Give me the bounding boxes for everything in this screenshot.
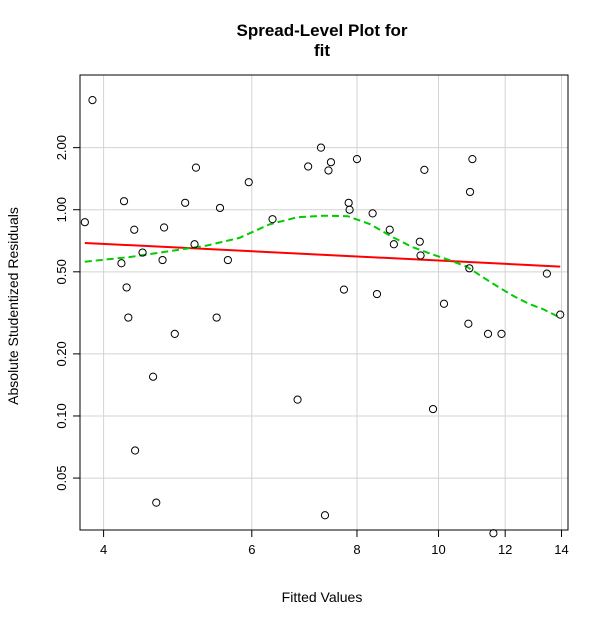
y-tick-label: 0.50 bbox=[54, 259, 69, 284]
data-point bbox=[122, 283, 131, 292]
plot-frame bbox=[79, 74, 569, 531]
data-point bbox=[170, 329, 179, 339]
data-point bbox=[138, 248, 147, 257]
data-point bbox=[339, 285, 349, 294]
x-axis: 4 6 8 10 12 14 bbox=[100, 529, 569, 557]
data-point bbox=[468, 154, 477, 164]
data-point bbox=[556, 310, 565, 319]
data-point bbox=[439, 299, 449, 308]
y-tick-label: 0.05 bbox=[54, 465, 69, 490]
data-point bbox=[212, 313, 221, 322]
chart-title-line2: fit bbox=[314, 41, 330, 60]
y-tick-label: 0.20 bbox=[54, 341, 69, 366]
data-point bbox=[244, 178, 253, 187]
x-tick-label: 8 bbox=[353, 542, 360, 557]
data-point bbox=[483, 329, 493, 339]
data-point bbox=[416, 251, 425, 260]
data-point bbox=[464, 319, 473, 328]
y-tick-label: 1.00 bbox=[54, 197, 69, 222]
x-tick-label: 4 bbox=[100, 542, 107, 557]
smooth-line bbox=[84, 214, 561, 319]
data-point bbox=[152, 498, 161, 507]
data-point bbox=[385, 225, 394, 234]
data-point bbox=[352, 154, 362, 164]
data-point bbox=[344, 198, 353, 207]
data-point bbox=[489, 529, 498, 538]
data-point bbox=[304, 162, 313, 171]
data-point bbox=[268, 215, 277, 224]
data-point bbox=[148, 372, 158, 381]
data-point bbox=[124, 313, 133, 322]
data-point bbox=[181, 198, 190, 207]
data-point bbox=[345, 205, 354, 214]
data-point bbox=[465, 264, 474, 273]
data-point bbox=[326, 158, 336, 167]
y-tick-label: 2.00 bbox=[54, 135, 69, 160]
x-axis-label: Fitted Values bbox=[282, 589, 363, 605]
x-tick-label: 14 bbox=[554, 542, 568, 557]
x-tick-label: 12 bbox=[498, 542, 512, 557]
fit-lines bbox=[84, 214, 561, 319]
data-point bbox=[80, 218, 89, 227]
data-point bbox=[293, 395, 302, 404]
data-point bbox=[324, 166, 333, 175]
data-point bbox=[316, 143, 326, 152]
data-point bbox=[497, 329, 506, 339]
data-point bbox=[158, 255, 167, 265]
data-point bbox=[191, 163, 201, 172]
y-axis: 0.05 0.10 0.20 0.50 1.00 2.00 bbox=[54, 135, 80, 491]
data-points bbox=[80, 96, 565, 538]
x-tick-label: 10 bbox=[431, 542, 445, 557]
data-point bbox=[415, 237, 424, 246]
data-point bbox=[130, 225, 139, 234]
data-point bbox=[542, 269, 551, 278]
data-point bbox=[389, 240, 398, 249]
grid-lines bbox=[80, 75, 568, 530]
y-axis-label: Absolute Studentized Residuals bbox=[5, 207, 21, 405]
data-point bbox=[190, 240, 199, 249]
data-point bbox=[117, 259, 126, 268]
chart-title-line1: Spread-Level Plot for bbox=[237, 21, 408, 40]
data-point bbox=[130, 446, 140, 455]
x-tick-label: 6 bbox=[248, 542, 255, 557]
data-point bbox=[159, 223, 169, 232]
data-point bbox=[223, 255, 232, 265]
fit-line bbox=[84, 241, 561, 268]
data-point bbox=[119, 197, 129, 206]
data-point bbox=[372, 289, 382, 299]
data-point bbox=[88, 96, 97, 105]
data-point bbox=[420, 165, 429, 174]
data-point bbox=[428, 404, 438, 414]
data-point bbox=[320, 511, 330, 520]
data-point bbox=[465, 187, 475, 197]
y-tick-label: 0.10 bbox=[54, 403, 69, 428]
data-point bbox=[215, 203, 225, 213]
data-point bbox=[368, 209, 377, 218]
